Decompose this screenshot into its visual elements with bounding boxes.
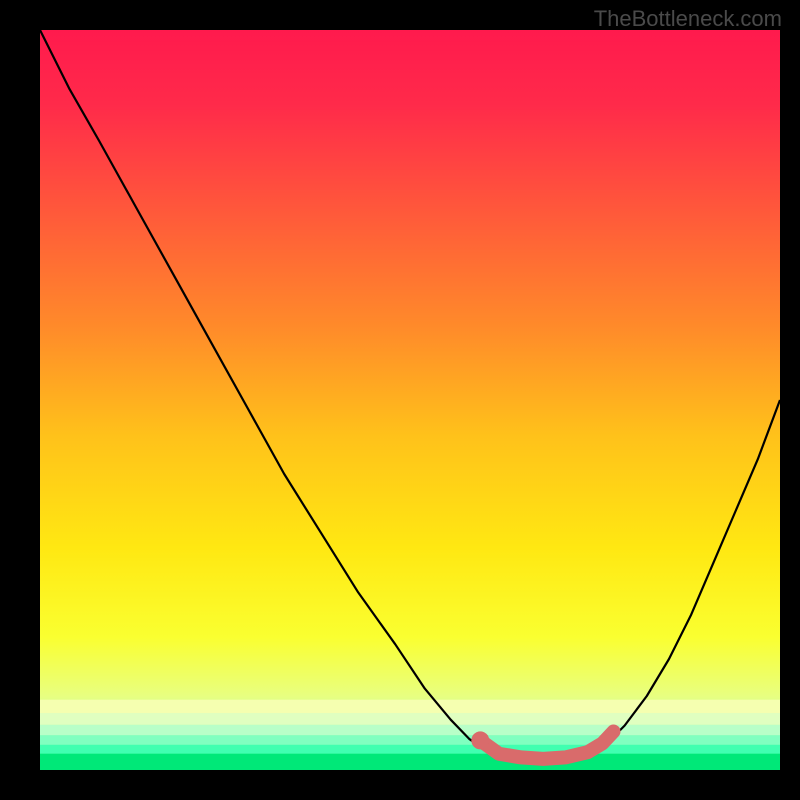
gradient-band <box>40 735 780 745</box>
watermark-text: TheBottleneck.com <box>594 6 782 32</box>
gradient-band <box>40 700 780 713</box>
highlight-start-marker <box>471 731 489 749</box>
gradient-band <box>40 745 780 754</box>
bottleneck-chart <box>0 0 800 800</box>
gradient-band <box>40 754 780 770</box>
gradient-band <box>40 725 780 735</box>
gradient-band <box>40 713 780 725</box>
